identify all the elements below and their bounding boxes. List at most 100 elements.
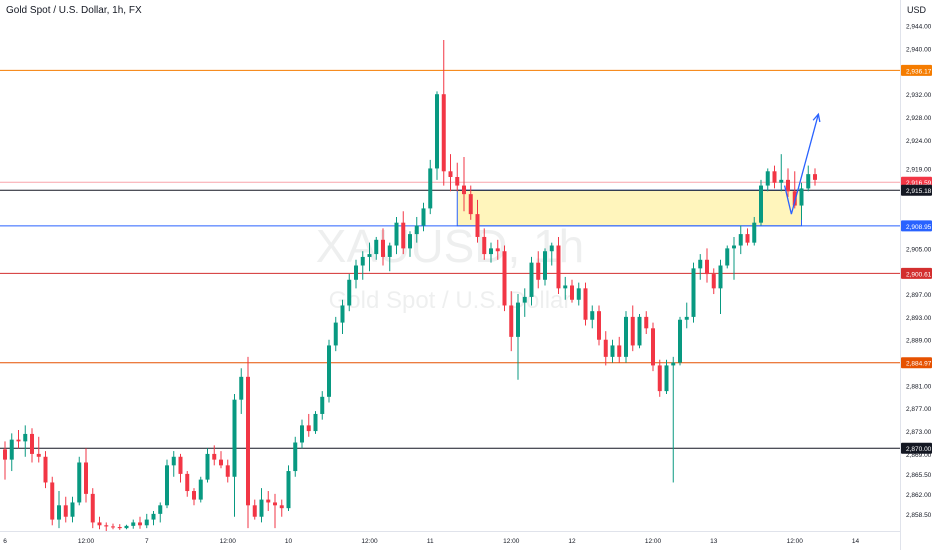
candle-body bbox=[300, 425, 304, 443]
candle-body bbox=[57, 505, 61, 520]
candle-body bbox=[786, 179, 790, 192]
candle-body bbox=[84, 462, 88, 494]
candle-body bbox=[759, 185, 763, 223]
supply-demand-zone bbox=[456, 189, 802, 227]
price-tick-label: 2,877.00 bbox=[906, 406, 932, 413]
candle-body bbox=[387, 245, 392, 257]
candle-body bbox=[50, 482, 55, 520]
time-tick-label: 6 bbox=[3, 538, 7, 545]
candle-body bbox=[367, 254, 372, 257]
price-tick-label: 2,905.00 bbox=[906, 246, 932, 253]
candle-body bbox=[509, 305, 514, 337]
level-price-badge bbox=[901, 267, 932, 279]
candle-body bbox=[158, 505, 163, 514]
candle-body bbox=[408, 234, 412, 249]
candle-body bbox=[765, 171, 770, 186]
candle-body bbox=[455, 177, 460, 186]
candle-body bbox=[441, 94, 446, 172]
candle-body bbox=[624, 316, 628, 357]
candle-body bbox=[124, 525, 129, 529]
time-tick-label: 13 bbox=[710, 538, 718, 545]
level-price-badge bbox=[901, 442, 932, 454]
candle-body bbox=[30, 433, 34, 454]
candle-body bbox=[516, 302, 520, 337]
candle-body bbox=[495, 248, 500, 252]
time-tick-label: 12:00 bbox=[645, 538, 662, 545]
level-price-label: 2,900.61 bbox=[906, 271, 932, 278]
candle-body bbox=[705, 259, 709, 275]
candle-body bbox=[570, 285, 574, 300]
candle-body bbox=[313, 413, 318, 432]
price-tick-label: 2,928.00 bbox=[906, 115, 932, 122]
candle-body bbox=[3, 449, 7, 460]
candle-body bbox=[77, 462, 82, 503]
candle-body bbox=[684, 316, 689, 320]
price-tick-label: 2,940.00 bbox=[906, 47, 932, 54]
time-axis-border bbox=[0, 531, 900, 532]
watermark-description: Gold Spot / U.S. Dollar bbox=[329, 287, 572, 314]
candle-body bbox=[637, 316, 642, 346]
candle-body bbox=[239, 376, 244, 400]
candle-body bbox=[63, 505, 68, 517]
level-price-label: 2,908.95 bbox=[906, 224, 932, 231]
candle-body bbox=[36, 453, 41, 457]
candle-body bbox=[738, 234, 743, 246]
candle-body bbox=[603, 339, 608, 357]
candle-body bbox=[131, 522, 136, 526]
level-price-label: 2,936.17 bbox=[906, 68, 932, 75]
candle-body bbox=[16, 439, 21, 442]
candle-body bbox=[381, 239, 385, 257]
candle-body bbox=[732, 245, 736, 249]
candle-body bbox=[273, 502, 277, 506]
candle-body bbox=[745, 234, 750, 243]
time-tick-label: 12:00 bbox=[361, 538, 378, 545]
candle-body bbox=[374, 239, 379, 255]
candle-body bbox=[543, 251, 547, 280]
candle-body bbox=[475, 214, 480, 237]
price-tick-label: 2,893.00 bbox=[906, 315, 932, 322]
candle-body bbox=[23, 433, 28, 442]
candle-body bbox=[651, 328, 655, 366]
candle-body bbox=[43, 456, 48, 483]
price-tick-label: 2,944.00 bbox=[906, 24, 932, 31]
candle-body bbox=[266, 499, 271, 503]
price-tick-label: 2,924.00 bbox=[906, 138, 932, 145]
candle-body bbox=[90, 493, 95, 523]
candle-body bbox=[279, 505, 284, 509]
candle-body bbox=[428, 168, 433, 209]
candle-body bbox=[813, 174, 817, 180]
candle-body bbox=[198, 479, 203, 500]
time-tick-label: 12:00 bbox=[78, 538, 95, 545]
level-price-label: 2,916.59 bbox=[906, 180, 932, 187]
candle-body bbox=[9, 439, 14, 460]
projection-arrow bbox=[783, 114, 820, 215]
candle-body bbox=[779, 179, 784, 183]
candle-body bbox=[205, 453, 210, 480]
candle-body bbox=[563, 285, 568, 289]
candle-body bbox=[333, 322, 338, 346]
candle-body bbox=[178, 456, 183, 474]
candle-body bbox=[151, 513, 156, 520]
candle-body bbox=[165, 465, 169, 506]
candle-body bbox=[192, 491, 196, 500]
currency-label[interactable]: USD bbox=[907, 5, 927, 15]
candle-body bbox=[286, 471, 291, 509]
candle-body bbox=[556, 245, 561, 289]
candle-body bbox=[671, 362, 676, 366]
price-tick-label: 2,865.50 bbox=[906, 472, 932, 479]
candle-body bbox=[583, 288, 588, 320]
candle-body bbox=[448, 171, 453, 177]
candle-body bbox=[549, 245, 554, 252]
candle-body bbox=[522, 296, 527, 303]
candle-body bbox=[468, 194, 473, 215]
price-axis-border bbox=[900, 0, 901, 550]
candle-body bbox=[772, 171, 777, 183]
candle-body bbox=[718, 265, 723, 289]
symbol-title: Gold Spot / U.S. Dollar, 1h, FX bbox=[6, 5, 142, 16]
price-tick-label: 2,881.00 bbox=[906, 383, 932, 390]
time-tick-label: 11 bbox=[427, 538, 434, 545]
candle-body bbox=[421, 208, 426, 226]
candle-body bbox=[320, 396, 325, 414]
